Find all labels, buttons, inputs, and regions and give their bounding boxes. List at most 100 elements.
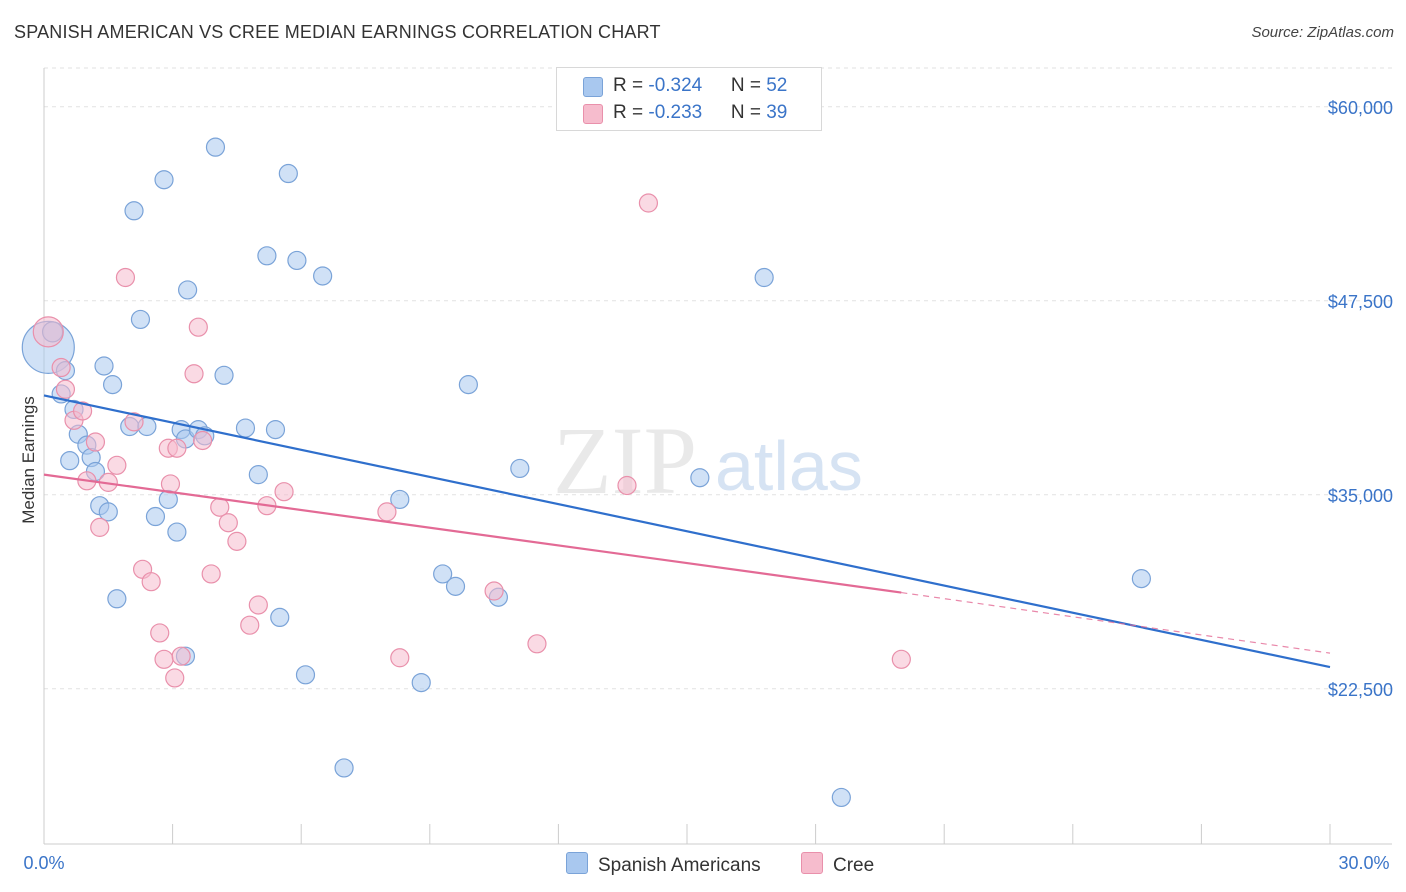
spanish-american-point <box>214 365 234 385</box>
spanish-american-point <box>60 451 80 471</box>
legend-item-cree[interactable]: Cree <box>801 852 874 877</box>
watermark: ZIP atlas <box>553 407 863 514</box>
spanish-american-point <box>205 137 226 157</box>
spanish-american-point <box>107 589 127 609</box>
cree-point <box>72 401 93 421</box>
cree-point <box>90 517 110 537</box>
x-tick-label: 0.0% <box>23 853 64 873</box>
spanish-american-point <box>124 201 144 221</box>
spanish-american-point <box>754 267 774 288</box>
spanish-american-point <box>235 418 256 438</box>
cree-point <box>390 648 410 668</box>
cree-point <box>193 430 213 451</box>
spanish-american-point <box>510 458 530 479</box>
watermark-atlas: atlas <box>715 427 863 505</box>
legend-item-spanish-americans[interactable]: Spanish Americans <box>566 852 761 877</box>
spanish-american-point <box>94 356 114 376</box>
legend-n-value: 39 <box>766 102 788 123</box>
cree-point <box>184 364 204 384</box>
legend-swatch-pink <box>801 852 823 874</box>
cree-point <box>167 438 187 458</box>
spanish-american-point <box>1131 569 1151 589</box>
axes <box>43 68 1392 845</box>
cree-point <box>484 581 504 601</box>
legend-r-label: R = <box>613 102 649 123</box>
chart-title: SPANISH AMERICAN VS CREE MEDIAN EARNINGS… <box>14 22 661 42</box>
cree-point <box>891 649 911 669</box>
spanish-american-point <box>390 489 410 510</box>
cree-point <box>240 615 260 635</box>
y-axis-label: Median Earnings <box>19 396 38 524</box>
cree-point <box>527 634 547 654</box>
cree-point <box>115 267 136 288</box>
y-tick-label: $22,500 <box>1328 680 1393 700</box>
spanish-american-point <box>270 607 290 628</box>
cree-point <box>638 193 659 213</box>
legend-r-label: R = <box>613 75 649 96</box>
cree-point <box>248 595 268 615</box>
cree-point <box>617 475 637 496</box>
trend-line-spanish-americans <box>43 394 1331 669</box>
spanish-american-point <box>411 672 431 693</box>
trend-lines <box>43 394 1331 669</box>
spanish-american-point <box>313 266 333 286</box>
spanish-american-point <box>278 163 298 184</box>
spanish-american-point <box>287 250 307 271</box>
cree-point <box>107 455 127 475</box>
cree-point <box>227 531 247 551</box>
spanish-american-point <box>178 280 198 300</box>
legend-label: Spanish Americans <box>598 855 761 876</box>
spanish-american-point <box>102 375 123 395</box>
cree-point <box>171 646 191 666</box>
cree-point <box>154 649 174 669</box>
spanish-american-point <box>445 576 466 596</box>
cree-point <box>165 668 185 688</box>
cree-point <box>218 513 238 533</box>
legend-n-label: N = <box>730 102 767 123</box>
legend-n-value: 52 <box>766 75 788 96</box>
legend-swatch-blue <box>566 852 588 874</box>
spanish-american-point <box>334 758 354 778</box>
spanish-american-point <box>690 468 710 488</box>
cree-point <box>141 572 161 592</box>
spanish-american-point <box>458 375 478 395</box>
tick-labels: $22,500 $35,000 $47,500 $60,000 0.0% 30.0% <box>23 98 1393 873</box>
cree-point <box>188 317 208 337</box>
y-tick-label: $47,500 <box>1328 292 1393 312</box>
data-points <box>21 137 1151 808</box>
watermark-zip: ZIP <box>553 407 697 514</box>
cree-point <box>55 379 76 399</box>
stats-legend: R = -0.324 N = 52 R = -0.233 N = 39 <box>556 67 822 131</box>
spanish-american-point <box>433 564 453 584</box>
legend-label: Cree <box>833 855 875 876</box>
cree-point <box>32 316 64 348</box>
spanish-american-point <box>167 522 187 542</box>
grid-lines <box>44 67 1392 690</box>
spanish-american-point <box>265 420 286 440</box>
trend-line-cree <box>43 473 902 594</box>
spanish-american-point <box>98 502 118 522</box>
spanish-american-point <box>248 465 268 485</box>
cree-point <box>274 482 294 502</box>
spanish-american-point <box>154 170 174 190</box>
spanish-american-point <box>145 506 166 527</box>
x-tick-label: 30.0% <box>1338 853 1389 873</box>
spanish-american-point <box>130 309 151 330</box>
cree-point <box>85 432 106 452</box>
legend-n-label: N = <box>730 75 767 96</box>
cree-point <box>51 357 71 378</box>
cree-point <box>201 564 221 584</box>
cree-point <box>377 502 397 522</box>
y-tick-label: $35,000 <box>1328 486 1393 506</box>
legend-r-value: -0.324 <box>648 75 703 96</box>
legend-swatch-blue <box>583 77 603 97</box>
legend-r-value: -0.233 <box>648 102 703 123</box>
spanish-american-point <box>257 246 277 266</box>
cree-point <box>150 623 170 643</box>
legend-swatch-pink <box>583 104 603 124</box>
y-tick-label: $60,000 <box>1328 98 1393 118</box>
source-label: Source: ZipAtlas.com <box>1251 24 1394 41</box>
cree-point <box>124 412 144 432</box>
spanish-american-point <box>295 665 316 685</box>
